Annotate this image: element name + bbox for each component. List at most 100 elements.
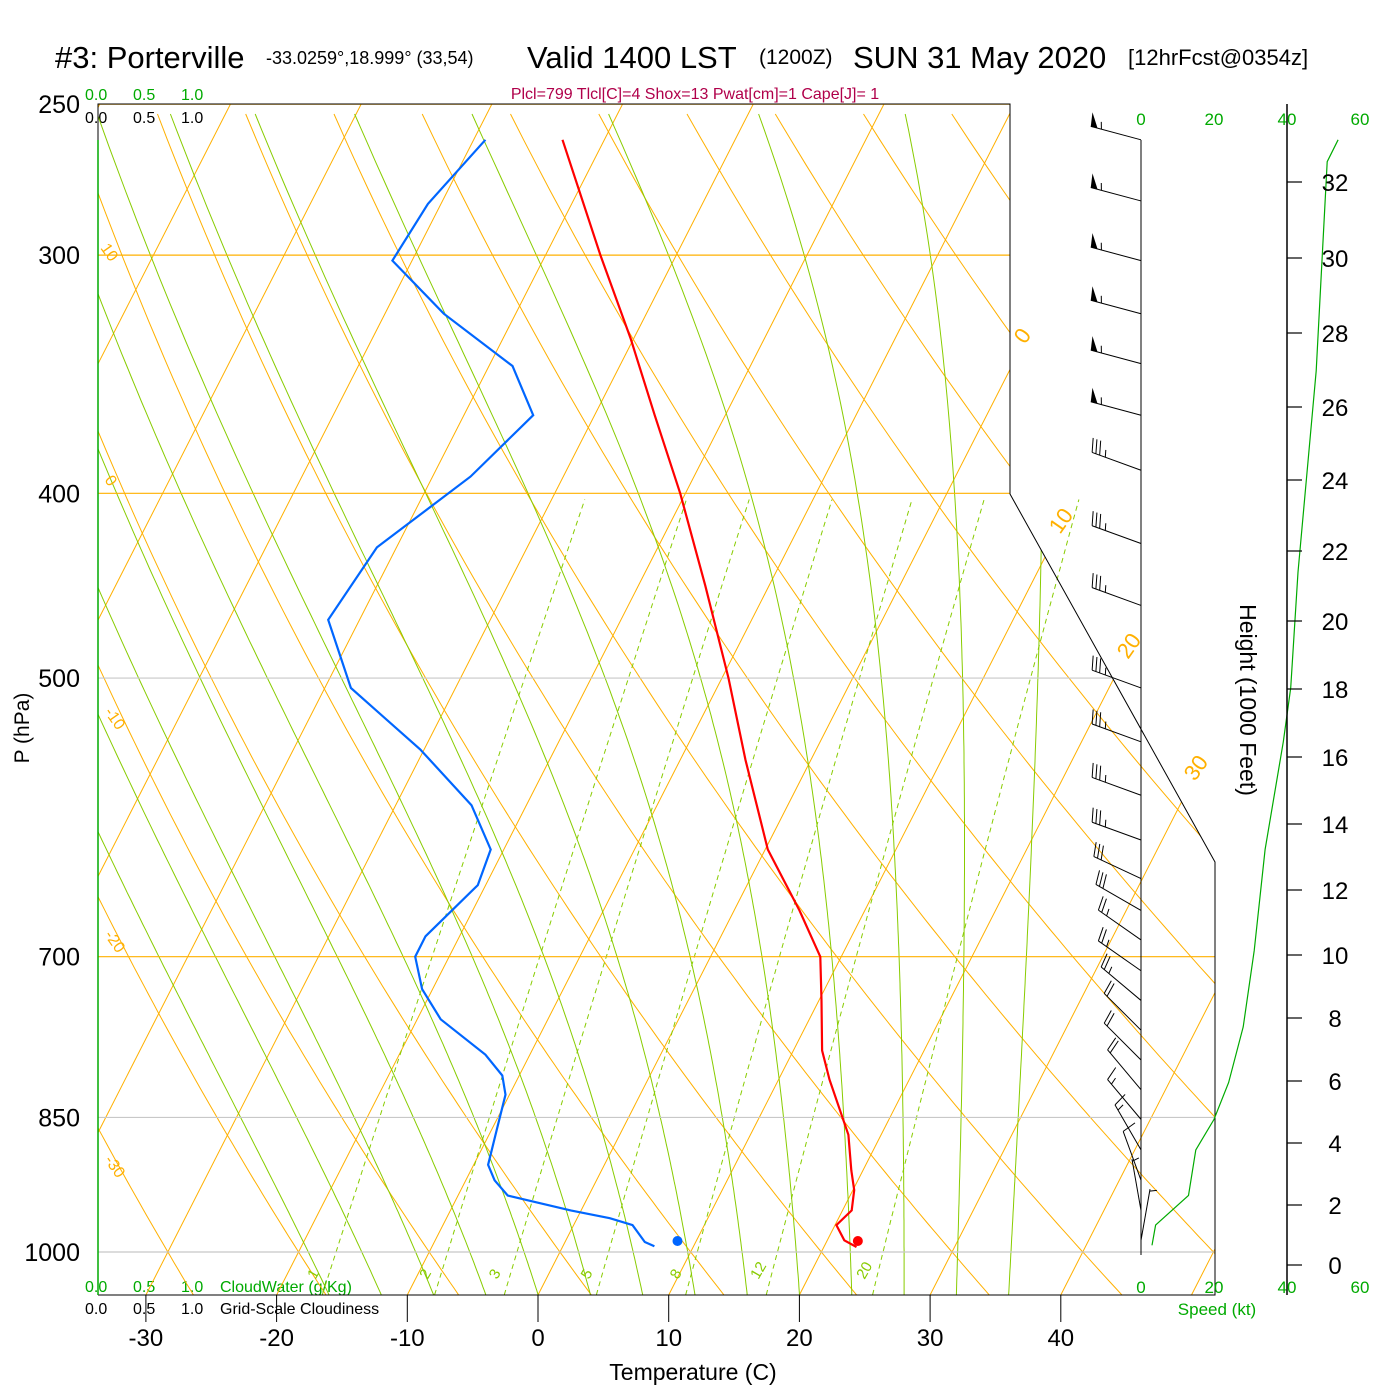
cloud-scale-top: 0.0 0.5 1.0 0.0 0.5 1.0 <box>85 87 203 127</box>
temperature-tick-label: 20 <box>786 1325 813 1352</box>
wind-barb-feather <box>1091 762 1094 778</box>
wind-barb-feather <box>1099 575 1102 591</box>
height-tick-label: 24 <box>1322 468 1349 495</box>
wind-barb <box>1090 173 1142 202</box>
cloudiness-tick: 1.0 <box>181 110 203 127</box>
wind-barb-staff <box>1103 1022 1142 1061</box>
temperature-surface-point <box>852 1236 863 1247</box>
mixing-ratio-line <box>434 499 687 1295</box>
speed-tick-label-bottom: 0 <box>1136 1278 1145 1297</box>
dry-adiabat-line <box>98 113 327 1295</box>
height-tick-label: 16 <box>1322 745 1349 772</box>
temperature-tick-label: -30 <box>129 1325 164 1352</box>
wind-barb-feather <box>1099 658 1102 673</box>
wind-barb-half-feather <box>1132 1157 1140 1162</box>
wind-barb-half-feather <box>1111 1077 1116 1085</box>
wind-barb-feather <box>1106 1013 1115 1027</box>
dry-adiabat-label: -30 <box>101 1153 128 1182</box>
wind-barb-staff <box>1090 246 1142 262</box>
sounding-parameters: Plcl=799 Tlcl[C]=4 Shox=13 Pwat[cm]=1 Ca… <box>511 86 879 103</box>
mixing-ratio-label: 20 <box>853 1259 876 1282</box>
moist-adiabat-line <box>254 113 696 1295</box>
moist-adiabat-line <box>354 113 748 1295</box>
wind-barb-half-feather <box>1117 1104 1124 1111</box>
wind-barb-staff <box>1095 884 1142 911</box>
y-axis-label: P (hPa) <box>11 693 34 764</box>
wind-barb-staff <box>1107 1079 1142 1120</box>
height-tick-label: 28 <box>1322 321 1349 348</box>
wind-barb <box>1103 980 1142 1031</box>
moist-adiabat-line <box>169 113 644 1295</box>
wind-barb-staff <box>1131 1159 1142 1211</box>
wind-barb-staff <box>1090 186 1142 202</box>
temperature-axis: -30 -20 -10 0 10 20 30 40 <box>129 1295 1074 1352</box>
speed-tick-label-top: 40 <box>1278 110 1297 129</box>
dry-adiabat-line <box>774 113 1215 1295</box>
wind-barb-feather <box>1100 845 1104 861</box>
wind-barb-staff <box>1091 451 1142 471</box>
isotherm-line <box>98 104 624 1295</box>
wind-barb-pennant <box>1090 112 1098 129</box>
wind-barb-staff <box>1098 940 1142 972</box>
speed-tick-label-bottom: 40 <box>1278 1278 1297 1297</box>
pressure-tick-label: 850 <box>38 1104 80 1132</box>
isotherm-label: 30 <box>1179 750 1214 784</box>
wind-barb-staff <box>1090 299 1142 315</box>
moist-adiabat-line <box>608 113 853 1295</box>
dry-adiabat-line <box>421 113 1215 1295</box>
title-date: SUN 31 May 2020 <box>853 40 1106 75</box>
wind-barb-feather <box>1099 765 1102 781</box>
wind-barb-feather <box>1109 1040 1119 1054</box>
title-station: #3: Porterville <box>55 40 245 75</box>
wind-barb-feather <box>1095 656 1098 672</box>
wind-barb-staff <box>1090 401 1142 416</box>
wind-barb-staff <box>1091 776 1142 796</box>
wind-barb-staff <box>1140 1189 1151 1241</box>
wind-barb-feather <box>1099 513 1102 529</box>
height-tick-label: 4 <box>1328 1131 1341 1158</box>
pressure-tick-label: 1000 <box>24 1239 80 1267</box>
cloudiness-tick: 0.5 <box>133 110 155 127</box>
wind-barb-feather <box>1097 896 1104 911</box>
moist-adiabat-line <box>98 113 539 1295</box>
height-tick-label: 26 <box>1322 395 1349 422</box>
speed-tick-label-top: 60 <box>1351 110 1370 129</box>
wind-barb <box>1091 807 1142 841</box>
wind-barb-feather <box>1095 870 1100 885</box>
wind-barb-half-feather <box>1104 523 1107 531</box>
wind-barb <box>1107 1037 1142 1091</box>
temperature-tick-label: -20 <box>259 1325 294 1352</box>
speed-tick-label-bottom: 60 <box>1351 1278 1370 1297</box>
wind-barb-staff <box>1122 1131 1142 1181</box>
isotherm-line <box>276 104 885 1295</box>
wind-barb <box>1100 953 1142 1001</box>
wind-barb-feather <box>1095 574 1098 590</box>
wind-barb-half-feather <box>1104 819 1107 828</box>
profiles <box>326 139 1339 1248</box>
wind-barb <box>1090 112 1142 141</box>
skewt-background-lines <box>98 104 1215 1295</box>
mixing-ratio-line <box>595 499 833 1295</box>
height-tick-label: 8 <box>1328 1006 1341 1033</box>
temperature-line <box>561 139 858 1248</box>
dewpoint-line <box>326 139 655 1248</box>
wind-barb-feather <box>1095 764 1098 779</box>
moist-adiabat-line <box>98 113 487 1295</box>
wind-barb <box>1090 387 1142 416</box>
mixing-ratio-label: 3 <box>486 1266 505 1282</box>
moist-adiabat-line <box>98 113 330 1295</box>
wind-barb-feather <box>1091 807 1094 823</box>
dry-adiabat-label: 0 <box>101 473 120 490</box>
dry-adiabat-line <box>98 113 194 1295</box>
height-tick-label: 12 <box>1322 878 1349 905</box>
temperature-tick-label: 0 <box>531 1325 544 1352</box>
height-tick-label: 14 <box>1322 812 1349 839</box>
wind-barb <box>1107 1067 1142 1120</box>
cloud-scale-bottom: 0.0 0.5 1.0 CloudWater (g/Kg) 0.0 0.5 1.… <box>85 1279 379 1318</box>
wind-barb-staff <box>1103 993 1142 1031</box>
temperature-tick-label: 30 <box>917 1325 944 1352</box>
wind-barb-feather <box>1097 926 1104 942</box>
wind-barb-staff <box>1091 669 1142 689</box>
dewpoint-surface-point <box>672 1236 683 1247</box>
wind-barb <box>1090 286 1142 315</box>
